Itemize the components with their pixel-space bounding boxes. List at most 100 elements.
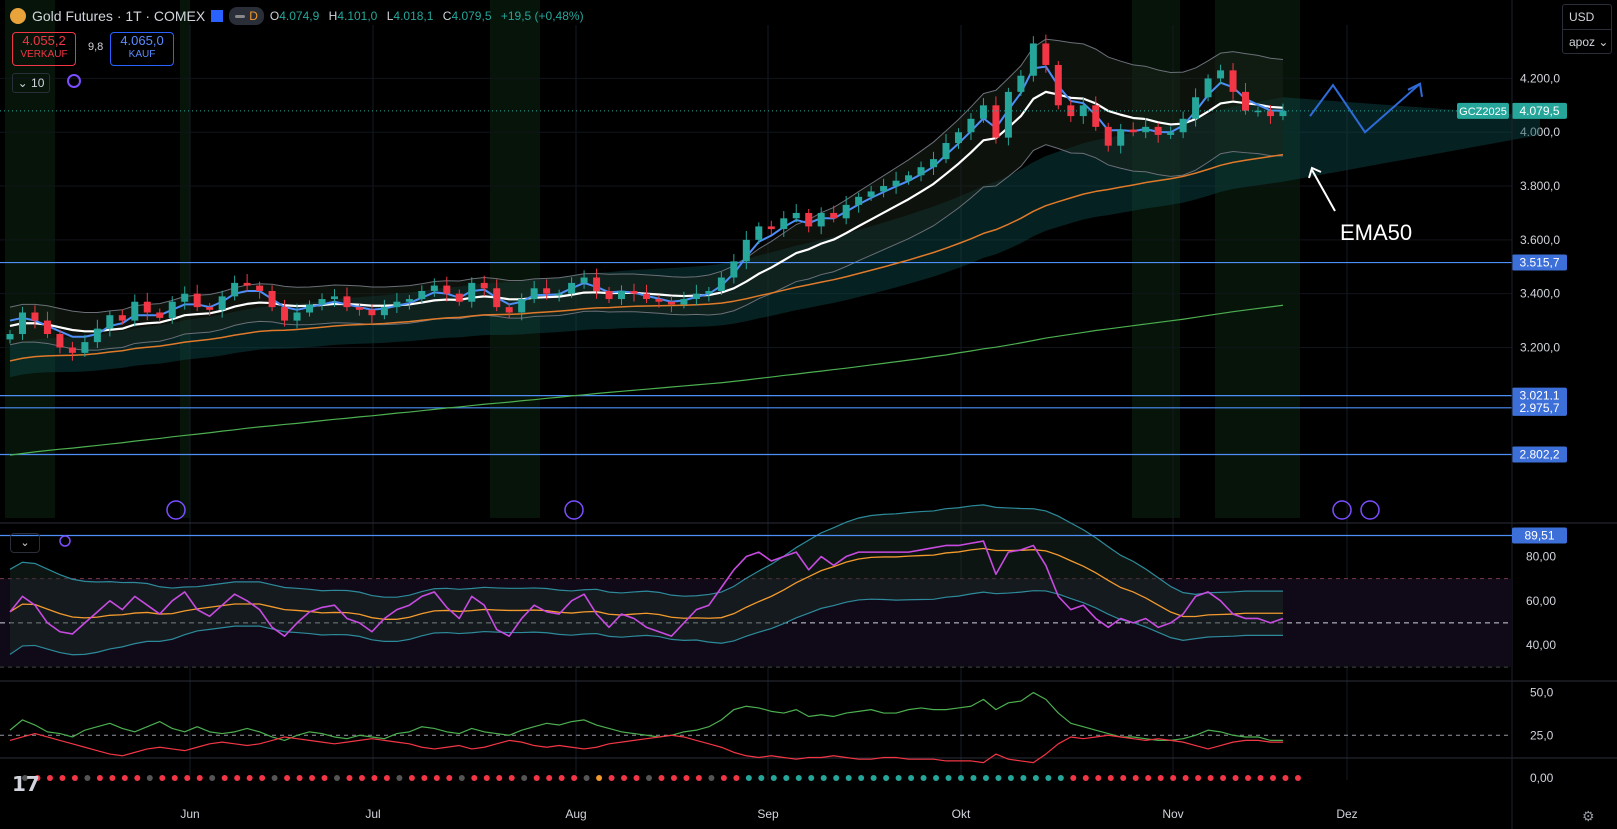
symbol-title[interactable]: Gold Futures · 1T · COMEX xyxy=(32,8,206,24)
y-tick-label: 3.600,0 xyxy=(1520,233,1560,247)
interval-badge: D xyxy=(249,9,258,23)
candle-body xyxy=(1042,43,1050,65)
signal-dot xyxy=(995,775,1002,781)
candle-body xyxy=(1017,75,1025,92)
candle-body xyxy=(1104,126,1112,146)
signal-dot xyxy=(571,775,578,781)
session-band-1 xyxy=(180,0,190,518)
signal-dot xyxy=(196,775,203,781)
level-tag-2 xyxy=(1512,399,1567,416)
open-label: O xyxy=(269,9,280,23)
x-tick-label: Sep xyxy=(757,807,779,821)
y-tick-label: 3.800,0 xyxy=(1520,179,1560,193)
signal-dot xyxy=(920,775,927,781)
signal-dot xyxy=(958,775,964,781)
signal-dot xyxy=(71,775,78,781)
signal-dot xyxy=(1207,775,1214,781)
candle-body xyxy=(505,307,513,313)
signal-dot xyxy=(1020,775,1027,781)
signal-dot xyxy=(858,775,865,781)
y-tick-label: 3.200,0 xyxy=(1520,340,1560,354)
candle-body xyxy=(730,261,738,278)
high-value: 4.101,0 xyxy=(337,9,378,23)
x-tick-label: Aug xyxy=(565,807,586,821)
candle-body xyxy=(655,299,663,302)
signal-dot xyxy=(1107,775,1114,781)
change-value: +19,5 (+0,48%) xyxy=(500,9,584,23)
signal-dot xyxy=(1070,775,1077,781)
signal-dot xyxy=(1195,775,1202,781)
candle-body xyxy=(1067,105,1075,117)
annotation-arrowhead xyxy=(1308,166,1322,179)
signal-dot xyxy=(184,775,191,781)
candle-body xyxy=(705,290,713,294)
candle-body xyxy=(755,226,763,240)
interval-pill[interactable]: D xyxy=(229,7,264,25)
signal-dot xyxy=(895,775,902,781)
unit-select[interactable]: apoz ⌄ xyxy=(1563,29,1611,54)
candle-body xyxy=(518,299,526,313)
rsi-tick-label: 40,00 xyxy=(1526,638,1556,652)
gear-icon[interactable]: ⚙ xyxy=(1582,808,1595,824)
signal-dot xyxy=(234,775,241,781)
candle-body xyxy=(667,301,675,305)
session-band-0 xyxy=(5,0,55,518)
signal-dot xyxy=(833,775,840,781)
signal-dot xyxy=(770,775,777,781)
low-label: L xyxy=(386,9,394,23)
buy-button[interactable]: 4.065,0 KAUF xyxy=(110,32,174,66)
signal-dot xyxy=(646,775,652,781)
candle-body xyxy=(1179,118,1187,133)
candle-body xyxy=(630,290,638,294)
adx-line-b xyxy=(9,732,1283,764)
candle-body xyxy=(1117,129,1125,146)
rsi-tick-label: 80,00 xyxy=(1526,550,1556,564)
currency-select[interactable]: USD xyxy=(1569,10,1595,24)
signal-dot xyxy=(695,775,702,781)
candle-body xyxy=(867,191,875,197)
flag-icon[interactable] xyxy=(211,10,224,22)
signal-dot xyxy=(908,775,915,781)
sell-label: VERKAUF xyxy=(20,49,68,60)
event-marker-icon xyxy=(564,500,584,520)
collapse-pane-button[interactable]: ⌄ xyxy=(10,533,40,553)
candle-body xyxy=(979,105,987,119)
level-label: 3.515,7 xyxy=(1519,256,1559,270)
signal-dot xyxy=(533,775,540,781)
signal-dot xyxy=(583,775,590,781)
signal-dot xyxy=(321,775,328,781)
adx-tick-label: 50,0 xyxy=(1530,686,1554,700)
candle-body xyxy=(605,290,613,300)
signal-dot xyxy=(1132,775,1139,781)
signal-dot xyxy=(521,775,528,781)
candle-body xyxy=(31,312,39,321)
sell-button[interactable]: 4.055,2 VERKAUF xyxy=(12,32,76,66)
candle-body xyxy=(792,212,800,219)
signal-dot xyxy=(596,775,603,781)
unit-label: apoz xyxy=(1569,35,1596,49)
signal-dot xyxy=(446,775,453,781)
candle-body xyxy=(443,285,451,294)
y-tick-label: 3.400,0 xyxy=(1520,287,1560,301)
signal-dot xyxy=(783,775,790,781)
signal-dot xyxy=(708,775,715,781)
level-label: 2.975,7 xyxy=(1519,401,1559,415)
signal-dot xyxy=(121,775,128,781)
tradingview-logo[interactable]: 17 xyxy=(12,772,40,796)
sync-icon[interactable] xyxy=(67,74,81,88)
currency-unit-selector[interactable]: USD apoz ⌄ xyxy=(1562,4,1612,54)
candle-body xyxy=(293,312,301,321)
candle-body xyxy=(206,307,214,310)
quantity-dropdown[interactable]: ⌄ 10 xyxy=(12,73,50,93)
signal-dot xyxy=(383,775,390,781)
signal-dot xyxy=(982,775,989,781)
candle-body xyxy=(580,277,588,283)
candle-body xyxy=(692,293,700,300)
signal-dot xyxy=(621,775,628,781)
ema200-line xyxy=(9,304,1284,456)
candle-body xyxy=(568,282,576,294)
candle-body xyxy=(1004,91,1012,138)
candle-body xyxy=(156,312,164,318)
signal-dot xyxy=(883,775,890,781)
